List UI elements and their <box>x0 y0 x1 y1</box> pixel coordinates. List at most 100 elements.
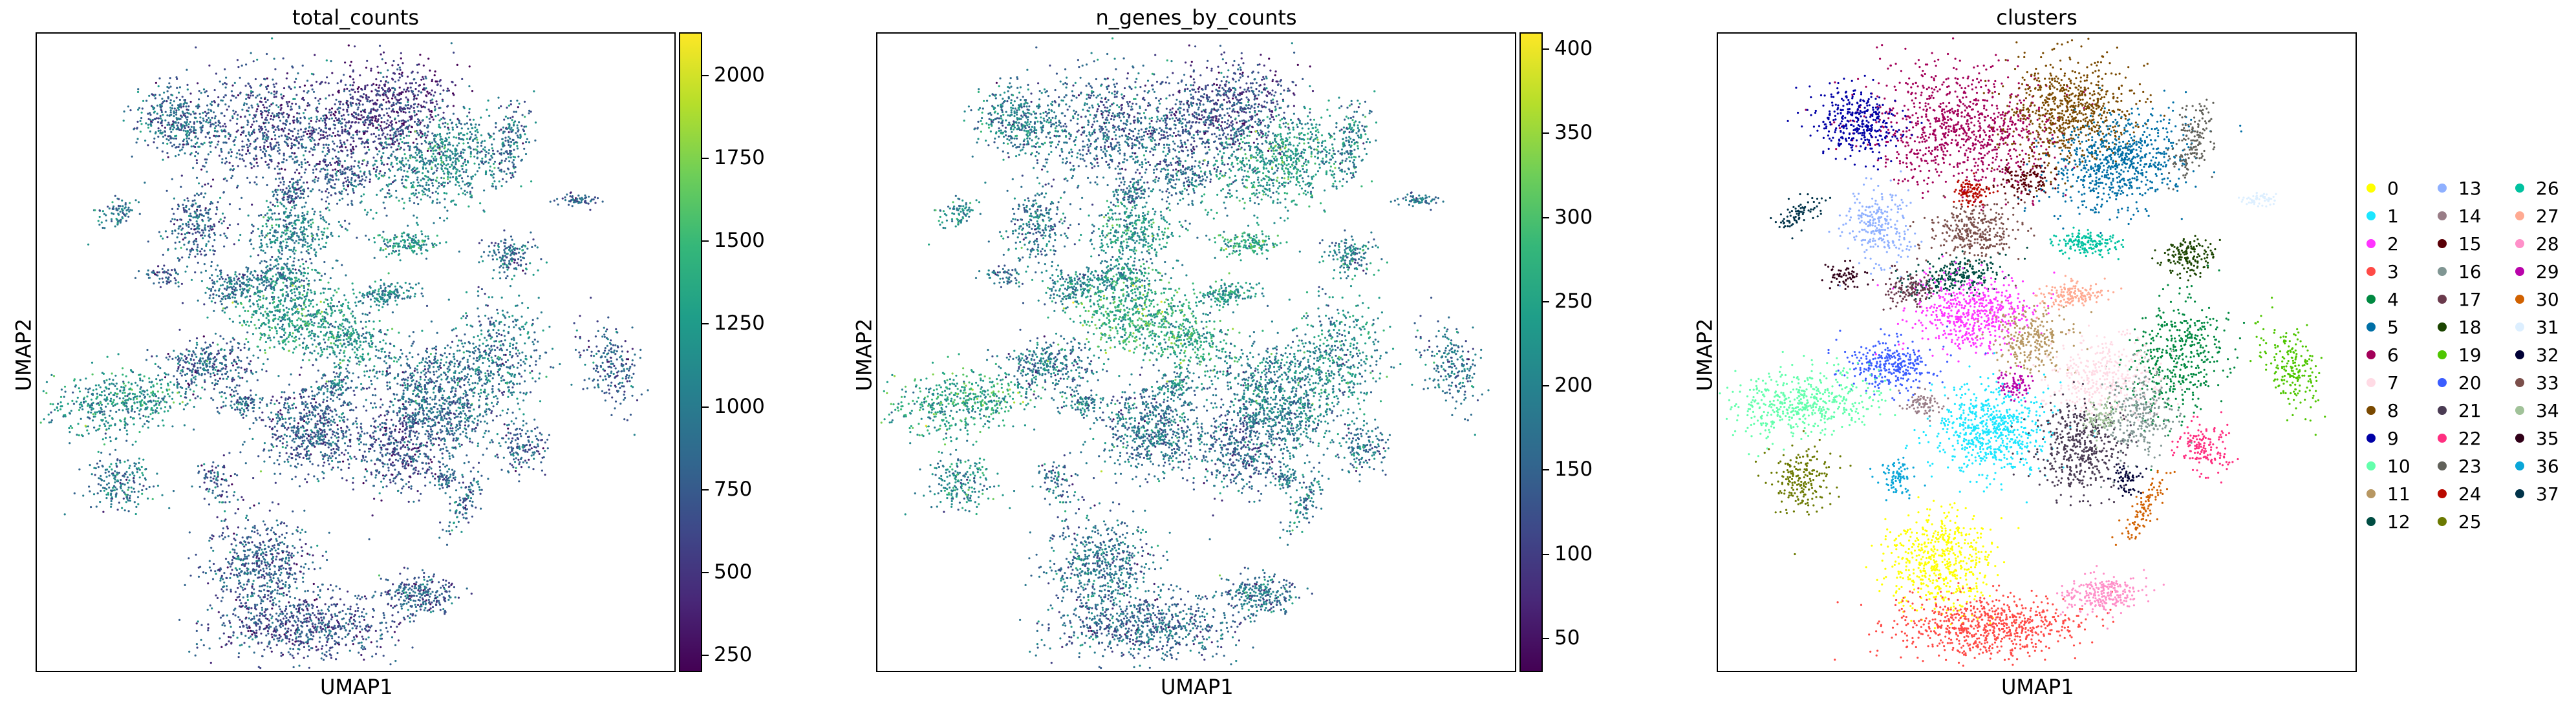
scatter-point <box>405 163 408 165</box>
scatter-point <box>539 372 541 375</box>
scatter-point <box>428 178 431 180</box>
scatter-point <box>281 176 284 179</box>
scatter-point <box>296 297 299 299</box>
scatter-point <box>391 78 394 80</box>
scatter-point <box>395 189 398 192</box>
scatter-point <box>403 153 406 156</box>
scatter-point <box>204 209 207 211</box>
scatter-point <box>321 198 323 201</box>
scatter-point <box>262 134 264 136</box>
scatter-point <box>340 114 343 117</box>
scatter-point <box>497 401 499 403</box>
scatter-point <box>325 127 328 130</box>
scatter-point <box>295 232 298 235</box>
scatter-point <box>332 94 334 96</box>
scatter-point <box>226 227 229 229</box>
panel1-plot-area <box>36 32 676 672</box>
scatter-point <box>169 101 172 105</box>
scatter-point <box>498 251 500 254</box>
scatter-point <box>267 163 270 165</box>
scatter-point <box>250 284 253 287</box>
scatter-point <box>297 259 300 262</box>
scatter-point <box>285 306 288 309</box>
scatter-point <box>103 213 105 215</box>
scatter-point <box>245 323 248 326</box>
scatter-point <box>300 176 303 178</box>
scatter-point <box>512 163 515 165</box>
scatter-point <box>211 100 213 103</box>
scatter-point <box>325 308 328 311</box>
scatter-point <box>374 289 376 291</box>
scatter-point <box>269 228 272 231</box>
scatter-point <box>322 246 325 248</box>
scatter-point <box>330 299 333 301</box>
scatter-point <box>303 158 306 161</box>
scatter-point <box>523 100 526 103</box>
scatter-point <box>173 100 175 103</box>
scatter-point <box>478 261 480 264</box>
scatter-point <box>306 328 308 330</box>
scatter-point <box>444 206 446 209</box>
scatter-point <box>312 73 315 76</box>
scatter-point <box>416 171 419 173</box>
scatter-point <box>374 115 376 118</box>
scatter-point <box>123 110 125 113</box>
scatter-point <box>511 138 514 141</box>
scatter-point <box>407 107 409 110</box>
scatter-point <box>178 149 181 152</box>
scatter-point <box>265 297 268 299</box>
scatter-point <box>374 89 377 91</box>
scatter-point <box>303 295 306 298</box>
scatter-point <box>156 112 158 115</box>
scatter-point <box>501 178 504 180</box>
scatter-point <box>167 121 170 124</box>
scatter-point <box>294 81 296 83</box>
scatter-point <box>392 127 395 131</box>
scatter-point <box>332 169 334 171</box>
scatter-point <box>338 220 340 223</box>
scatter-point <box>250 133 253 136</box>
scatter-point <box>330 60 332 63</box>
scatter-point <box>288 100 290 103</box>
scatter-point <box>385 76 388 78</box>
scatter-point <box>233 143 236 146</box>
scatter-point <box>286 72 288 75</box>
scatter-point <box>204 184 206 186</box>
scatter-point <box>336 119 339 121</box>
scatter-point <box>408 134 411 137</box>
scatter-point <box>264 155 266 158</box>
scatter-point <box>510 156 512 159</box>
scatter-point <box>350 156 353 158</box>
scatter-point <box>299 238 301 241</box>
scatter-point <box>248 114 251 116</box>
scatter-point <box>339 103 341 105</box>
scatter-point <box>268 326 270 328</box>
scatter-point <box>264 214 266 216</box>
scatter-point <box>462 192 464 195</box>
scatter-point <box>177 232 180 235</box>
scatter-point <box>503 229 506 232</box>
scatter-point <box>398 72 401 75</box>
scatter-point <box>239 301 242 304</box>
scatter-point <box>416 224 419 226</box>
scatter-point <box>508 125 511 128</box>
scatter-point <box>273 318 275 321</box>
scatter-point <box>308 359 310 361</box>
scatter-point <box>158 94 161 96</box>
scatter-point <box>396 111 398 113</box>
scatter-point <box>151 106 155 109</box>
scatter-point <box>508 389 511 392</box>
scatter-point <box>445 159 448 162</box>
scatter-point <box>414 240 417 242</box>
scatter-point <box>323 273 327 275</box>
scatter-point <box>305 168 307 171</box>
scatter-point <box>175 146 177 149</box>
scatter-point <box>232 95 235 98</box>
scatter-point <box>159 129 162 132</box>
scatter-point <box>354 91 356 94</box>
scatter-point <box>151 119 154 121</box>
scatter-point <box>384 288 387 290</box>
scatter-point <box>413 194 416 196</box>
scatter-point <box>301 258 304 260</box>
scatter-point <box>301 231 304 235</box>
